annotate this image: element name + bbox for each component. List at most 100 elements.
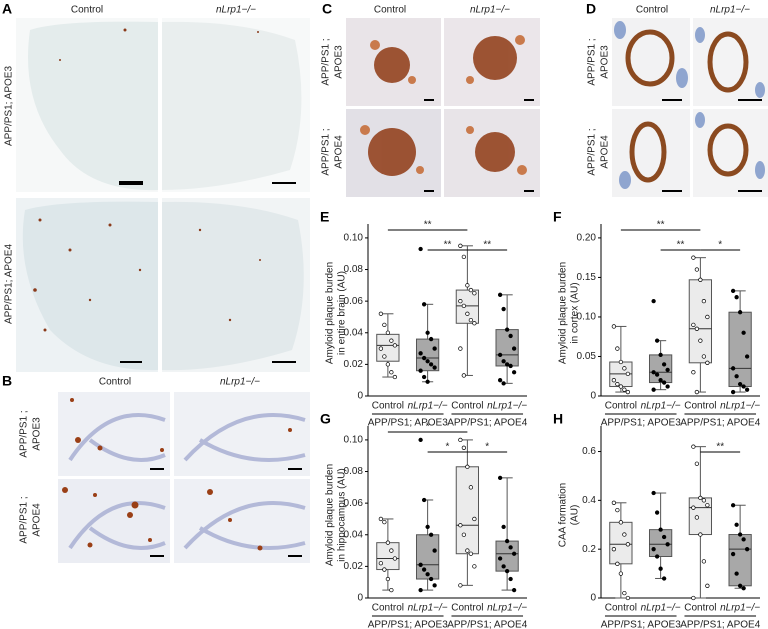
data-point	[468, 551, 474, 556]
data-point	[654, 554, 660, 559]
data-point	[392, 556, 398, 561]
data-point	[701, 354, 707, 359]
data-point	[618, 384, 624, 389]
x-tick-label: Control	[451, 603, 483, 614]
data-point	[730, 503, 736, 508]
panel-letter: D	[586, 1, 596, 17]
panel-letter: F	[553, 209, 562, 225]
micrograph-group	[16, 18, 310, 372]
data-point	[389, 338, 394, 343]
column-label: Control	[99, 377, 131, 388]
data-point	[658, 378, 663, 383]
column-label: Control	[71, 5, 103, 16]
panel-letter: H	[553, 411, 563, 427]
y-axis-label: in cortex (AU)	[570, 282, 581, 343]
data-point	[418, 246, 423, 252]
data-point	[654, 338, 660, 343]
data-point	[465, 311, 470, 316]
data-point	[504, 568, 510, 574]
vessel	[625, 29, 749, 183]
significance-label: *	[718, 240, 722, 251]
data-point	[425, 524, 430, 530]
data-point	[432, 365, 437, 370]
data-point	[418, 437, 423, 443]
data-point	[385, 330, 391, 335]
data-point	[654, 372, 660, 377]
hippocampus	[68, 413, 306, 550]
brain-section	[22, 201, 159, 371]
data-point	[425, 379, 430, 384]
data-point	[625, 371, 631, 377]
significance-label: **	[483, 240, 491, 251]
column-label: Control	[374, 5, 406, 16]
data-point	[425, 359, 430, 364]
data-point	[472, 321, 477, 326]
data-point	[658, 352, 663, 358]
data-point	[508, 545, 513, 550]
y-tick-label: 0.10	[344, 435, 364, 446]
data-point	[665, 367, 670, 373]
y-tick-label: 0	[357, 593, 363, 604]
data-point	[615, 507, 620, 513]
data-point	[694, 515, 700, 520]
x-tick-label: nLrp1−/−	[641, 603, 681, 614]
row-label: APP/PS1 ;	[587, 128, 598, 175]
data-point	[618, 520, 624, 525]
data-point	[737, 310, 743, 315]
data-point	[458, 523, 463, 528]
data-point	[418, 562, 423, 567]
y-tick-label: 0	[357, 391, 363, 402]
brain-section	[28, 21, 158, 191]
x-tick-label: nLrp1−/−	[641, 401, 681, 412]
data-point	[472, 291, 477, 296]
data-point	[615, 381, 620, 387]
data-point	[615, 346, 620, 351]
row-label: APOE4	[32, 503, 43, 537]
data-point	[694, 389, 700, 395]
y-tick-label: 0.4	[582, 495, 596, 506]
y-axis-label: Amyloid plaque burden	[325, 262, 336, 364]
data-point	[661, 380, 667, 385]
micrograph-group	[58, 392, 310, 563]
row-label: APP/PS1; APOE4	[4, 244, 15, 324]
data-point	[472, 564, 477, 569]
data-point	[385, 362, 391, 367]
scale-bar	[424, 99, 534, 192]
x-tick-label: Control	[605, 401, 637, 412]
significance-label: **	[444, 240, 452, 251]
data-point	[421, 355, 427, 361]
data-point	[389, 587, 394, 593]
data-point	[511, 346, 517, 351]
data-point	[378, 311, 384, 316]
plaque-halo	[360, 35, 527, 175]
chart: F Amyloid plaque burden in cortex (AU) 0 0.0…	[553, 209, 761, 429]
data-point	[622, 590, 627, 596]
micrograph	[58, 479, 170, 563]
data-point	[705, 314, 710, 320]
x-tick-label: nLrp1−/−	[720, 603, 760, 614]
column-label: nLrp1−/−	[220, 377, 260, 388]
data-point	[511, 370, 517, 375]
scale-bar	[120, 361, 142, 363]
data-point	[511, 551, 517, 556]
y-tick-label: 0.20	[577, 233, 597, 244]
plaques	[33, 28, 261, 332]
data-point	[734, 295, 739, 300]
scale-bar	[150, 555, 164, 557]
data-point	[508, 363, 513, 369]
data-point	[382, 322, 387, 328]
row-label: APP/PS1 ;	[19, 410, 30, 457]
data-point	[497, 292, 503, 297]
group-label: APP/PS1; APOE3	[368, 620, 448, 629]
data-point	[418, 351, 423, 356]
box	[728, 534, 752, 587]
data-point	[501, 524, 506, 530]
data-point	[694, 461, 700, 466]
column-label: nLrp1−/−	[470, 5, 510, 16]
data-point	[691, 255, 696, 260]
data-point	[425, 330, 430, 335]
y-tick-label: 0.2	[582, 544, 596, 555]
scale-bar	[150, 468, 164, 470]
data-point	[661, 576, 667, 581]
data-point	[468, 287, 474, 293]
